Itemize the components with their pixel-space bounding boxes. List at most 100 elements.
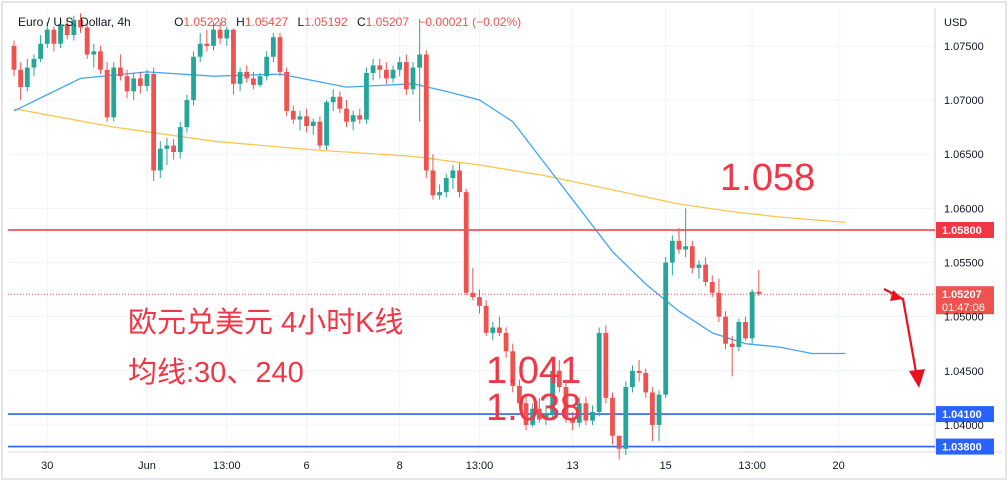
candle[interactable] (330, 89, 336, 111)
candle[interactable] (450, 165, 456, 189)
candle[interactable] (530, 403, 536, 428)
candle[interactable] (756, 270, 762, 297)
candle[interactable] (703, 257, 708, 287)
candle[interactable] (696, 260, 702, 279)
candles[interactable] (11, 13, 762, 460)
candle[interactable] (543, 405, 549, 425)
candle[interactable] (523, 394, 529, 431)
candle[interactable] (290, 105, 296, 124)
candle[interactable] (131, 72, 137, 101)
candle[interactable] (317, 116, 323, 149)
candle[interactable] (204, 29, 210, 52)
candle[interactable] (497, 316, 502, 337)
candle[interactable] (124, 69, 130, 98)
candle[interactable] (384, 62, 389, 84)
candle[interactable] (84, 24, 90, 59)
candle[interactable] (723, 311, 728, 350)
candle[interactable] (184, 94, 190, 133)
candle[interactable] (623, 381, 629, 456)
candle[interactable] (364, 67, 369, 124)
candle[interactable] (430, 154, 436, 200)
candle[interactable] (483, 300, 489, 337)
candle[interactable] (709, 275, 715, 298)
candle[interactable] (350, 110, 356, 131)
candle[interactable] (111, 62, 117, 122)
candle[interactable] (24, 58, 30, 92)
candle[interactable] (191, 51, 196, 106)
candle[interactable] (304, 108, 309, 133)
candle[interactable] (257, 72, 263, 88)
candle[interactable] (118, 54, 123, 81)
candle[interactable] (563, 379, 569, 423)
candle[interactable] (556, 359, 562, 393)
candle[interactable] (98, 45, 103, 75)
candle[interactable] (636, 359, 642, 382)
candle[interactable] (503, 327, 509, 358)
candle[interactable] (58, 18, 63, 49)
candle[interactable] (510, 343, 516, 393)
candle[interactable] (51, 26, 57, 52)
candle[interactable] (603, 325, 609, 404)
candle[interactable] (217, 22, 223, 44)
candle[interactable] (284, 67, 290, 117)
candle[interactable] (137, 71, 143, 94)
candle[interactable] (357, 108, 363, 124)
candle[interactable] (403, 54, 409, 95)
candle[interactable] (423, 50, 429, 179)
candle[interactable] (270, 32, 276, 63)
candle[interactable] (38, 35, 43, 63)
candle[interactable] (171, 139, 176, 160)
candle[interactable] (324, 100, 329, 150)
candle[interactable] (231, 28, 236, 95)
candle[interactable] (490, 322, 496, 341)
candle[interactable] (390, 65, 396, 83)
candle[interactable] (144, 69, 150, 92)
candle[interactable] (550, 365, 556, 420)
candle[interactable] (736, 318, 742, 352)
candle[interactable] (676, 227, 682, 254)
candle[interactable] (237, 67, 243, 92)
candle[interactable] (344, 100, 349, 128)
candle[interactable] (576, 397, 582, 428)
candle[interactable] (310, 118, 316, 135)
candle[interactable] (104, 62, 110, 122)
candle[interactable] (463, 188, 469, 295)
candle[interactable] (224, 26, 230, 46)
candle[interactable] (656, 390, 662, 442)
candle[interactable] (669, 235, 675, 276)
candle[interactable] (78, 13, 83, 33)
candle[interactable] (517, 379, 522, 409)
candle[interactable] (410, 62, 416, 95)
candle[interactable] (44, 22, 50, 49)
candle[interactable] (570, 411, 575, 431)
candle[interactable] (716, 278, 722, 323)
candle[interactable] (477, 289, 482, 314)
candle[interactable] (630, 365, 635, 393)
candle[interactable] (64, 18, 70, 40)
candle[interactable] (337, 91, 343, 114)
candle[interactable] (583, 396, 589, 425)
candle[interactable] (297, 110, 303, 131)
candle[interactable] (91, 43, 97, 68)
candle[interactable] (211, 22, 216, 51)
candle[interactable] (470, 267, 476, 301)
candle[interactable] (743, 316, 748, 341)
candle[interactable] (749, 289, 755, 344)
candle[interactable] (151, 67, 157, 182)
candle[interactable] (71, 15, 77, 41)
candle[interactable] (536, 397, 542, 423)
candle[interactable] (437, 184, 442, 200)
candle[interactable] (616, 435, 622, 460)
candle[interactable] (643, 368, 649, 398)
candle[interactable] (244, 65, 250, 83)
candle[interactable] (683, 208, 689, 258)
candle[interactable] (443, 173, 449, 198)
candle[interactable] (11, 40, 17, 77)
candle[interactable] (164, 137, 170, 166)
candle[interactable] (264, 51, 270, 81)
candle[interactable] (251, 71, 256, 90)
candle[interactable] (590, 405, 595, 425)
candle[interactable] (596, 327, 602, 417)
candle[interactable] (417, 18, 423, 122)
